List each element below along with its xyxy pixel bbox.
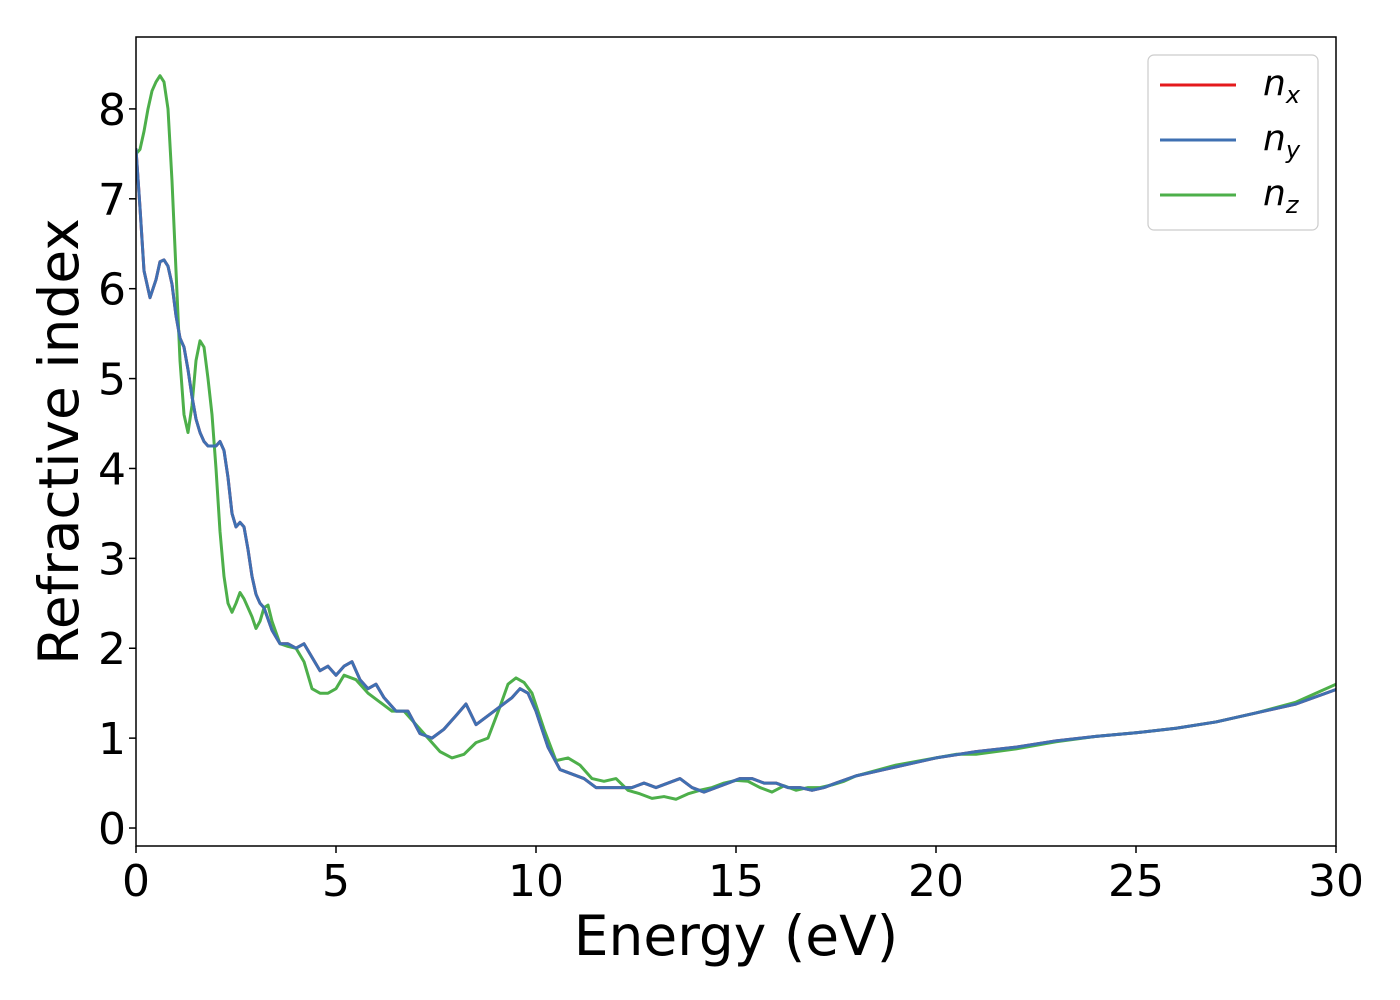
y-tick-label: 3 — [98, 534, 126, 585]
y-axis-title: Refractive index — [27, 218, 91, 665]
y-tick-label: 0 — [98, 804, 126, 855]
y-tick-label: 6 — [98, 265, 126, 316]
y-tick-label: 8 — [98, 85, 126, 136]
x-tick-label: 30 — [1308, 856, 1364, 907]
x-tick-label: 15 — [708, 856, 764, 907]
y-tick-label: 7 — [98, 175, 126, 226]
x-tick-label: 25 — [1108, 856, 1164, 907]
x-tick-label: 20 — [908, 856, 964, 907]
x-axis-title: Energy (eV) — [574, 904, 898, 968]
y-tick-label: 2 — [98, 624, 126, 675]
legend-label-main: n — [1263, 63, 1286, 104]
legend-label-main: n — [1263, 118, 1286, 159]
legend-label-subscript: z — [1285, 191, 1300, 219]
legend-label-nx: nx — [1263, 63, 1301, 109]
series-line-ny — [136, 147, 1336, 794]
ticks-layer: 0 5 10 15 20 25 30 0 1 2 3 4 5 6 7 8 — [98, 85, 1364, 907]
legend-label-ny: ny — [1263, 118, 1301, 164]
legend-label-subscript: y — [1285, 136, 1301, 164]
x-tick-label: 0 — [122, 856, 150, 907]
x-tick-label: 10 — [508, 856, 564, 907]
y-tick-label: 4 — [98, 444, 126, 495]
y-tick-label: 5 — [98, 355, 126, 406]
x-tick-label: 5 — [322, 856, 350, 907]
legend-box — [1147, 54, 1319, 231]
legend-label-subscript: x — [1285, 81, 1301, 109]
y-tick-label: 1 — [98, 714, 126, 765]
series-layer — [136, 74, 1336, 801]
legend-label-main: n — [1263, 173, 1286, 214]
legend-label-nz: nz — [1263, 173, 1300, 219]
